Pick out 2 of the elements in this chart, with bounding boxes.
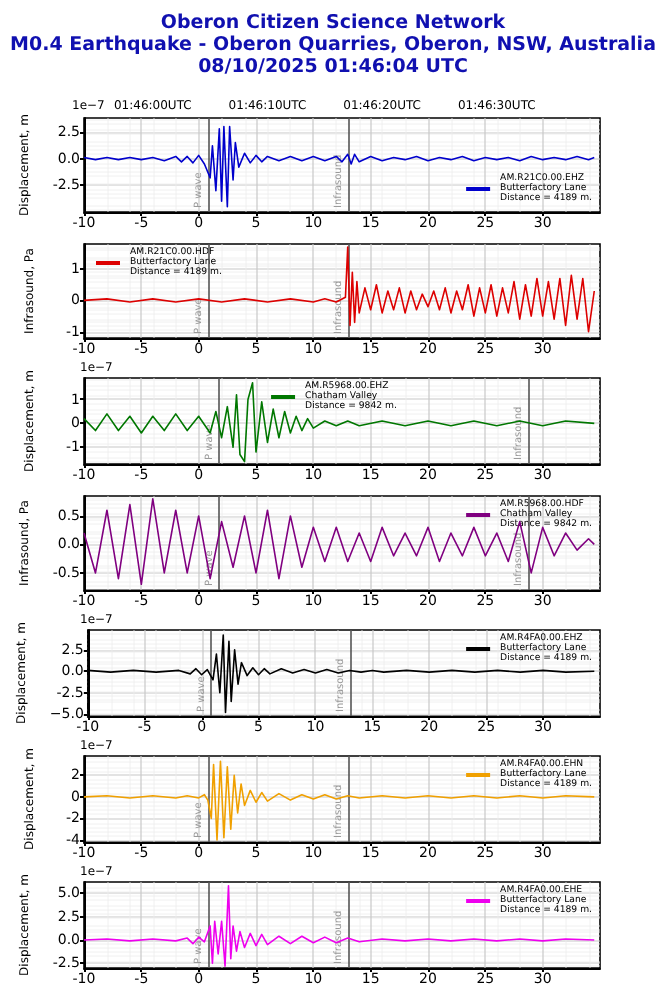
chart-title: Oberon Citizen Science Network (158, 12, 508, 34)
chart-subtitle: M0.4 Earthquake - Oberon Quarries, Oberon, NSW, Australia 08/10/2025 01:46:04 UTC (8, 34, 658, 78)
